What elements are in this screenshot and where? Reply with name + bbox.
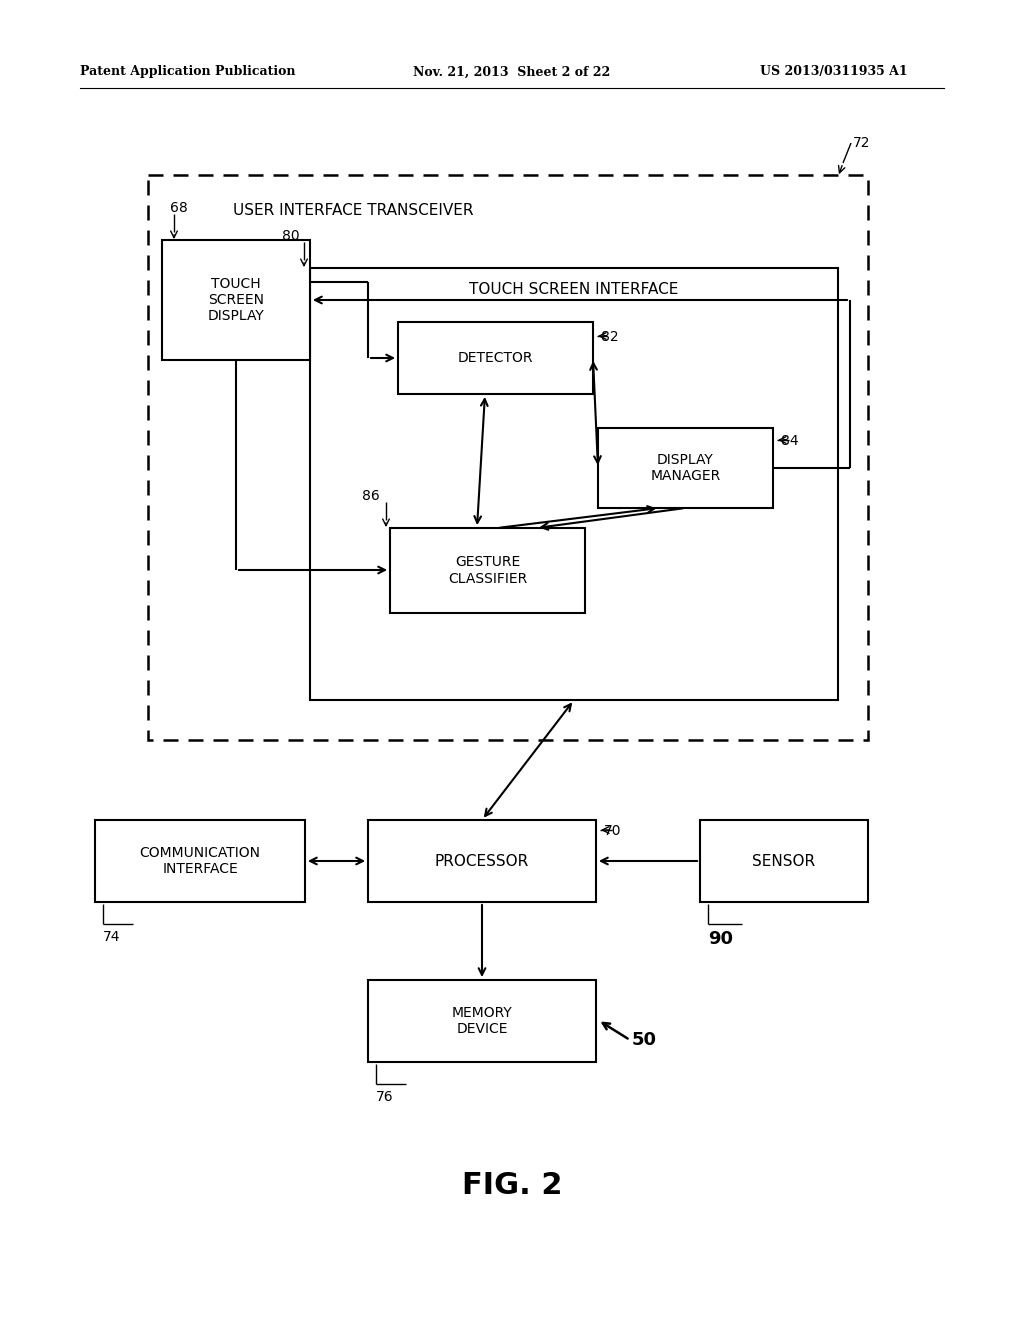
Bar [398,322,593,393]
Text: COMMUNICATION
INTERFACE: COMMUNICATION INTERFACE [139,846,260,876]
Text: 74: 74 [103,931,121,944]
Bar [148,176,868,741]
Bar [368,979,596,1063]
Bar [700,820,868,902]
Bar [95,820,305,902]
Text: DISPLAY
MANAGER: DISPLAY MANAGER [650,453,721,483]
Bar [390,528,585,612]
Text: Nov. 21, 2013  Sheet 2 of 22: Nov. 21, 2013 Sheet 2 of 22 [414,66,610,78]
Text: 84: 84 [781,434,799,447]
Text: 70: 70 [604,824,622,838]
Text: Patent Application Publication: Patent Application Publication [80,66,296,78]
Bar [162,240,310,360]
Text: USER INTERFACE TRANSCEIVER: USER INTERFACE TRANSCEIVER [233,203,473,218]
Text: 90: 90 [708,931,733,948]
Text: US 2013/0311935 A1: US 2013/0311935 A1 [760,66,907,78]
Text: 76: 76 [376,1090,393,1104]
Text: MEMORY
DEVICE: MEMORY DEVICE [452,1006,512,1036]
Bar [368,820,596,902]
Text: DETECTOR: DETECTOR [458,351,534,366]
Bar [310,268,838,700]
Text: PROCESSOR: PROCESSOR [435,854,529,869]
Text: 50: 50 [632,1031,657,1049]
Text: 82: 82 [601,330,618,345]
Text: 86: 86 [362,488,380,503]
Text: TOUCH
SCREEN
DISPLAY: TOUCH SCREEN DISPLAY [208,277,264,323]
Text: SENSOR: SENSOR [753,854,815,869]
Text: GESTURE
CLASSIFIER: GESTURE CLASSIFIER [447,556,527,586]
Text: TOUCH SCREEN INTERFACE: TOUCH SCREEN INTERFACE [469,282,679,297]
Text: 72: 72 [853,136,870,150]
Text: 80: 80 [283,228,300,243]
Text: 68: 68 [170,201,187,215]
Text: FIG. 2: FIG. 2 [462,1171,562,1200]
Bar [598,428,773,508]
